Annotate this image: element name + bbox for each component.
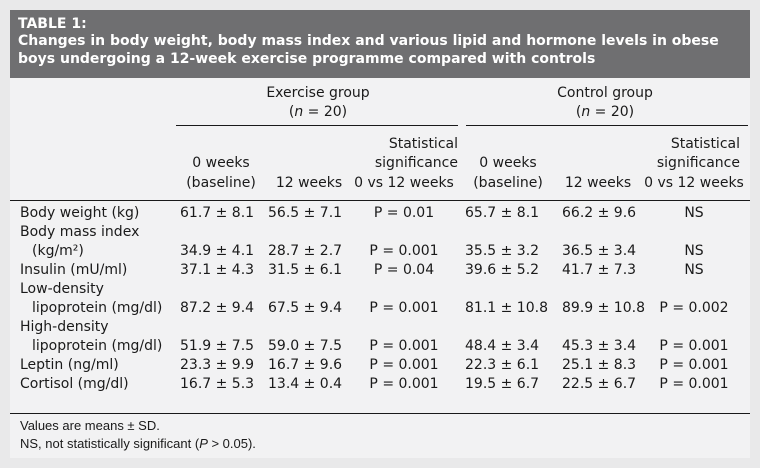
table-cell: 81.1 ± 10.8 bbox=[465, 300, 548, 316]
footnote-ns: NS, not statistically significant (P > 0… bbox=[20, 436, 256, 451]
control-baseline-header-1: 0 weeks bbox=[479, 155, 537, 171]
table-footnotes: Values are means ± SD. NS, not statistic… bbox=[10, 414, 750, 458]
footnote-means: Values are means ± SD. bbox=[20, 418, 160, 433]
group-n-control: (n = 20) bbox=[575, 104, 635, 120]
exercise-baseline-header-1: 0 weeks bbox=[192, 155, 250, 171]
table-cell: 31.5 ± 6.1 bbox=[268, 262, 343, 278]
table-cell: 41.7 ± 7.3 bbox=[562, 262, 637, 278]
table-cell: 23.3 ± 9.9 bbox=[180, 357, 255, 373]
table-cell: 16.7 ± 9.6 bbox=[268, 357, 343, 373]
table-cell: P = 0.001 bbox=[659, 357, 729, 373]
control-baseline-header-2: (baseline) bbox=[473, 175, 543, 191]
table-cell: 34.9 ± 4.1 bbox=[180, 243, 255, 259]
table-cell: 28.7 ± 2.7 bbox=[268, 243, 343, 259]
group-header-exercise: Exercise group bbox=[266, 85, 370, 101]
exercise-stat-header-2: significance bbox=[374, 155, 458, 171]
table-label: TABLE 1: bbox=[18, 16, 87, 32]
table-cell: 48.4 ± 3.4 bbox=[465, 338, 540, 354]
table-title-line-2: boys undergoing a 12-week exercise progr… bbox=[18, 51, 596, 67]
table-bottom-rule bbox=[10, 413, 750, 414]
table-cell: NS bbox=[684, 243, 704, 259]
table-cell: 16.7 ± 5.3 bbox=[180, 376, 255, 392]
table-cell: 65.7 ± 8.1 bbox=[465, 205, 540, 221]
table-cell: NS bbox=[684, 205, 704, 221]
header-bottom-rule bbox=[10, 200, 750, 201]
table-cell: 25.1 ± 8.3 bbox=[562, 357, 637, 373]
table-cell: P = 0.001 bbox=[369, 376, 439, 392]
exercise-12-weeks-header: 12 weeks bbox=[275, 175, 343, 191]
table-cell: P = 0.002 bbox=[659, 300, 729, 316]
control-stat-header-2: significance bbox=[656, 155, 740, 171]
exercise-stat-header-1: Statistical bbox=[388, 136, 458, 152]
row-label: Body mass index bbox=[20, 224, 140, 240]
table-cell: P = 0.001 bbox=[369, 338, 439, 354]
control-stat-header-1: Statistical bbox=[670, 136, 740, 152]
table-cell: 37.1 ± 4.3 bbox=[180, 262, 255, 278]
table-cell: P = 0.001 bbox=[369, 357, 439, 373]
control-stat-header-3: 0 vs 12 weeks bbox=[644, 175, 744, 191]
table-cell: 61.7 ± 8.1 bbox=[180, 205, 255, 221]
table-cell: 51.9 ± 7.5 bbox=[180, 338, 255, 354]
table-cell: 13.4 ± 0.4 bbox=[268, 376, 343, 392]
row-label: Cortisol (mg/dl) bbox=[20, 376, 129, 392]
table-cell: 22.5 ± 6.7 bbox=[562, 376, 637, 392]
table-cell: 89.9 ± 10.8 bbox=[562, 300, 645, 316]
row-label: Leptin (ng/ml) bbox=[20, 357, 119, 373]
table-cell: 67.5 ± 9.4 bbox=[268, 300, 343, 316]
table-cell: 56.5 ± 7.1 bbox=[268, 205, 343, 221]
row-label: Low-density bbox=[20, 281, 104, 297]
control-12-weeks-header: 12 weeks bbox=[564, 175, 632, 191]
row-label: High-density bbox=[20, 319, 109, 335]
table-title-line-1: Changes in body weight, body mass index … bbox=[18, 33, 719, 49]
table-body: Exercise group (n = 20) Control group (n… bbox=[10, 78, 750, 414]
row-label: lipoprotein (mg/dl) bbox=[32, 300, 163, 316]
table-cell: 36.5 ± 3.4 bbox=[562, 243, 637, 259]
table-cell: P = 0.01 bbox=[373, 205, 435, 221]
control-group-rule bbox=[466, 125, 748, 126]
table-cell: 59.0 ± 7.5 bbox=[268, 338, 343, 354]
group-header-control: Control group bbox=[557, 85, 653, 101]
table-cell: 66.2 ± 9.6 bbox=[562, 205, 637, 221]
table-cell: 87.2 ± 9.4 bbox=[180, 300, 255, 316]
exercise-group-rule bbox=[176, 125, 458, 126]
group-n-exercise: (n = 20) bbox=[288, 104, 348, 120]
table-cell: 22.3 ± 6.1 bbox=[465, 357, 540, 373]
table-cell: 39.6 ± 5.2 bbox=[465, 262, 540, 278]
table-cell: P = 0.001 bbox=[659, 376, 729, 392]
table-cell: P = 0.001 bbox=[659, 338, 729, 354]
row-label: Body weight (kg) bbox=[20, 205, 140, 221]
exercise-stat-header-3: 0 vs 12 weeks bbox=[354, 175, 454, 191]
table-cell: P = 0.04 bbox=[373, 262, 435, 278]
exercise-baseline-header-2: (baseline) bbox=[186, 175, 256, 191]
table-header: TABLE 1: Changes in body weight, body ma… bbox=[10, 10, 750, 78]
row-label: Insulin (mU/ml) bbox=[20, 262, 128, 278]
table-cell: P = 0.001 bbox=[369, 300, 439, 316]
table-cell: NS bbox=[684, 262, 704, 278]
row-label: (kg/m²) bbox=[32, 243, 84, 259]
table-cell: 19.5 ± 6.7 bbox=[465, 376, 540, 392]
row-label: lipoprotein (mg/dl) bbox=[32, 338, 163, 354]
table-cell: P = 0.001 bbox=[369, 243, 439, 259]
table-cell: 45.3 ± 3.4 bbox=[562, 338, 637, 354]
table-cell: 35.5 ± 3.2 bbox=[465, 243, 540, 259]
